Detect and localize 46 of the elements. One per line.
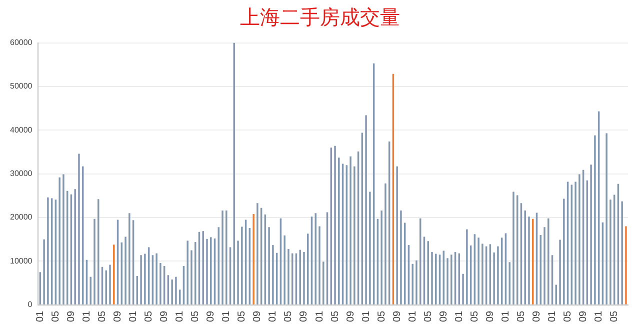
x-tick-label: 09 [206,310,217,322]
x-tick-label: 01 [454,310,465,322]
x-tick-label: 01 [81,310,92,322]
y-tick-label: 10000 [10,256,33,266]
x-tick-label: 09 [298,310,310,322]
x-tick-label: 01 [221,310,232,322]
x-tick-label: 05 [469,310,480,322]
x-tick-label: 09 [392,310,403,322]
x-tick-label: 05 [376,310,388,322]
x-tick-label: 05 [422,310,434,322]
x-tick-label: 01 [594,310,605,322]
x-tick-label: 01 [174,310,186,322]
x-tick-label: 09 [66,310,77,322]
x-tick-label: 05 [516,310,527,322]
y-tick-label: 0 [28,300,33,310]
x-tick-label: 01 [34,310,46,322]
x-tick-label: 01 [547,310,558,322]
x-tick-label: 05 [609,310,620,322]
x-tick-label: 09 [345,310,356,322]
chart-title: 上海二手房成交量 [239,4,401,31]
x-tick-label: 05 [144,310,155,322]
x-tick-label: 09 [578,310,590,322]
x-tick-label: 01 [128,310,140,322]
y-tick-label: 40000 [10,125,33,134]
x-tick-label: 05 [97,310,108,322]
x-tick-label: 09 [484,310,496,322]
x-tick-label: 09 [532,310,542,322]
x-tick-label: 09 [252,310,264,322]
x-tick-label: 05 [50,310,62,322]
x-tick-label: 09 [159,310,170,322]
x-tick-label: 01 [500,310,512,322]
x-tick-label: 01 [314,310,326,322]
x-tick-label: 05 [236,310,248,322]
x-tick-label: 05 [190,310,202,322]
y-tick-label: 20000 [10,212,33,222]
x-tick-label: 01 [268,310,279,322]
y-tick-label: 60000 [10,38,33,48]
x-tick-label: 09 [112,310,124,322]
x-tick-label: 05 [562,310,574,322]
x-tick-label: 05 [330,310,341,322]
x-tick-label: 01 [360,310,372,322]
x-tick-label: 01 [407,310,418,322]
x-tick-label: 09 [438,310,450,322]
y-tick-label: 30000 [10,169,33,178]
x-tick-label: 05 [283,310,294,322]
y-tick-label: 50000 [10,82,33,91]
